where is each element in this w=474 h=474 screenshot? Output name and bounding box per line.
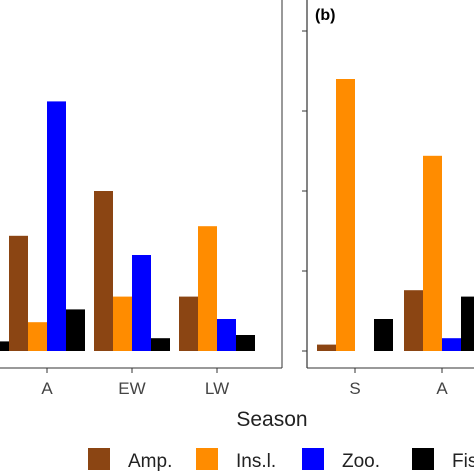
bar-panel1-A-zoo bbox=[47, 101, 66, 352]
bar-panel2-A-insl bbox=[423, 155, 442, 351]
legend-label-fis: Fis. bbox=[452, 451, 474, 472]
bar-panel1-LW-amp bbox=[179, 296, 198, 351]
legend-swatch-insl bbox=[196, 448, 218, 470]
legend-swatch-fis bbox=[412, 448, 434, 470]
legend-swatch-zoo bbox=[302, 448, 324, 470]
bar-panel1-EW-zoo bbox=[132, 255, 151, 351]
bar-panel2-A-fis bbox=[461, 296, 474, 351]
bar-panel1-LW-fis bbox=[236, 335, 255, 351]
bar-panel2-A-zoo bbox=[442, 338, 461, 351]
x-axis-title: Season bbox=[236, 408, 307, 431]
bar-panel1-EW-insl bbox=[113, 296, 132, 351]
bar-panel2-S-insl bbox=[336, 79, 355, 351]
legend-label-insl: Ins.l. bbox=[236, 451, 276, 472]
x-tick-label-panel1-EW: EW bbox=[118, 379, 145, 398]
panel-b: (b) S A bbox=[302, 0, 474, 398]
legend-label-zoo: Zoo. bbox=[342, 451, 380, 472]
legend-label-amp: Amp. bbox=[128, 451, 172, 472]
bar-panel2-A-amp bbox=[404, 290, 423, 351]
x-tick-label-panel1-A: A bbox=[41, 379, 53, 398]
bar-panel1-EW-fis bbox=[151, 338, 170, 351]
panel-a: A EW LW bbox=[0, 0, 283, 398]
bar-panel1-EW-amp bbox=[94, 191, 113, 351]
bar-panel1-LW-insl bbox=[198, 226, 217, 351]
x-tick-label-panel2-A: A bbox=[436, 379, 448, 398]
x-tick-label-panel2-S: S bbox=[349, 379, 360, 398]
bar-panel1-A-fis bbox=[66, 309, 85, 351]
legend-swatch-amp bbox=[88, 448, 110, 470]
bar-panel2-S-fis bbox=[374, 319, 393, 351]
x-tick-label-panel1-LW: LW bbox=[205, 379, 229, 398]
panel-b-tag: (b) bbox=[315, 7, 335, 24]
bar-panel1-LW-zoo bbox=[217, 319, 236, 351]
legend: Amp. Ins.l. Zoo. Fis. bbox=[88, 448, 474, 472]
bar-panel1-cat0-fis bbox=[0, 341, 13, 351]
bar-panel1-A-insl bbox=[28, 322, 47, 351]
bar-panel2-S-amp bbox=[317, 344, 336, 351]
bar-panel1-A-amp bbox=[9, 235, 28, 351]
